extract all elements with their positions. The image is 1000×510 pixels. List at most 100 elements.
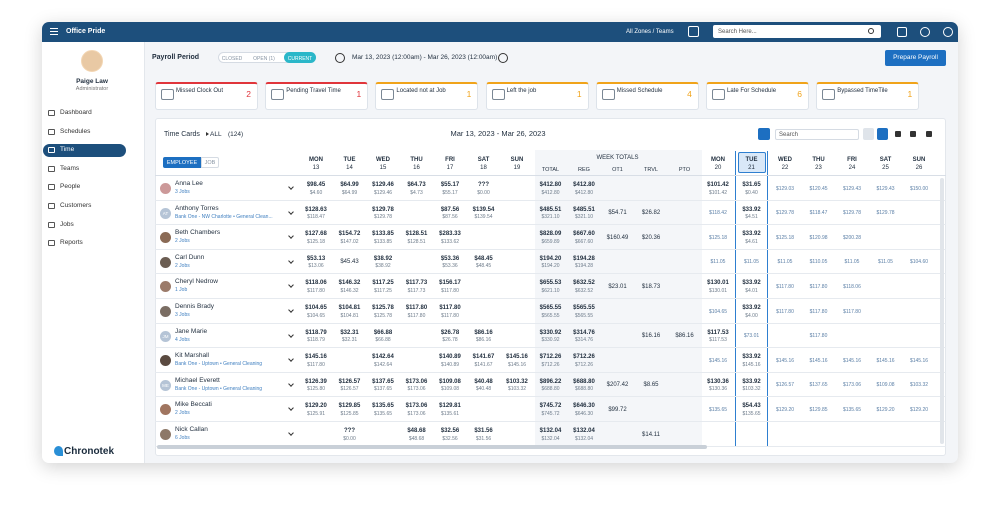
cell-sub: $125.80 — [306, 386, 326, 393]
alert-card[interactable] — [485, 82, 589, 110]
employee-name[interactable]: Michael Everett — [175, 376, 220, 384]
period-tab[interactable]: CLOSED — [221, 55, 243, 62]
employee-sub: Bank One - NW Charlotte • General Clean.… — [175, 213, 273, 220]
nav-item[interactable]: Reports — [60, 239, 83, 247]
cell-value: $145.16 — [876, 357, 895, 364]
cell-sub: $4.51 — [745, 214, 758, 221]
cell-value: $412.80 — [539, 182, 562, 188]
menu-icon-bar[interactable] — [50, 31, 58, 33]
cell-value: $99.72 — [608, 406, 627, 413]
cell-value: $129.20 — [876, 406, 895, 413]
cell-sub: $140.89 — [440, 361, 460, 368]
day-date: 13 — [312, 165, 320, 171]
cell-sub: $0.00 — [343, 435, 356, 442]
week-totals-title: WEEK TOTALS — [596, 155, 639, 161]
employee-name[interactable]: Kit Marshall — [175, 352, 209, 360]
employee-name[interactable]: Mike Beccati — [175, 401, 212, 409]
cell-value: $132.04 — [573, 428, 595, 434]
cell-value: $129.85 — [809, 406, 828, 413]
menu-icon-bar[interactable] — [50, 34, 58, 36]
cell-value: $48.68 — [407, 428, 426, 434]
totals-label: TRVL — [644, 167, 658, 173]
top-icon[interactable] — [920, 27, 930, 37]
cell-value: $126.57 — [775, 382, 795, 389]
timecard-filter[interactable]: ALL — [210, 131, 222, 138]
cell-value: $117.80 — [776, 283, 794, 290]
cell-value: $646.30 — [573, 403, 595, 410]
day-date: 14 — [346, 165, 353, 171]
period-arrow[interactable] — [498, 53, 508, 63]
employee-name[interactable]: Beth Chambers — [175, 229, 221, 237]
top-icon[interactable] — [897, 27, 907, 37]
zone-selector[interactable]: All Zones / Teams — [626, 29, 674, 35]
employee-name[interactable]: Dennis Brady — [175, 303, 215, 310]
cell-sub: $117.80 — [441, 287, 459, 294]
add-button[interactable] — [688, 26, 699, 37]
cell-value: $40.48 — [474, 378, 493, 385]
view-toggle[interactable] — [863, 128, 874, 140]
alert-card[interactable] — [595, 82, 699, 110]
cell-value: $118.47 — [809, 210, 828, 217]
cell-sub: $4.61 — [745, 238, 758, 245]
cell-sub: $117.73 — [407, 287, 426, 294]
toggle-employee[interactable] — [163, 157, 201, 168]
cell-value: $127.68 — [305, 231, 327, 238]
nav-icon — [48, 165, 55, 172]
cell-value: $129.78 — [842, 210, 862, 217]
cell-value: $712.26 — [573, 354, 595, 361]
avatar — [160, 207, 171, 219]
cell-sub: $86.16 — [475, 337, 492, 344]
employee-name[interactable]: Carl Dunn — [175, 253, 205, 261]
avatar — [160, 281, 171, 293]
alert-card[interactable] — [816, 82, 920, 110]
alert-card[interactable] — [706, 82, 809, 110]
cell-value: $129.46 — [372, 182, 394, 188]
tool-icon[interactable] — [910, 131, 916, 137]
employee-sub: 6 Jobs — [175, 435, 190, 441]
cell-value: $33.92 — [742, 280, 761, 287]
tool-icon[interactable] — [926, 131, 932, 137]
cell-sub: $133.62 — [440, 238, 460, 245]
alert-card[interactable] — [375, 82, 479, 110]
nav-item[interactable]: Customers — [60, 202, 92, 209]
day-date: 25 — [882, 165, 889, 171]
alert-card[interactable] — [155, 82, 258, 110]
cell-sub: $621.10 — [541, 287, 560, 294]
top-icon[interactable] — [943, 27, 953, 37]
cell-sub: $145.16 — [507, 361, 527, 368]
cell-value: $11.05 — [744, 259, 759, 266]
view-toggle[interactable] — [877, 128, 888, 140]
employee-name[interactable]: Jane Marie — [175, 327, 208, 335]
day-name: SAT — [477, 157, 490, 163]
cell-value: $130.01 — [707, 280, 729, 287]
cell-sub: $565.55 — [574, 312, 594, 319]
employee-name[interactable]: Cheryl Nedrow — [175, 278, 218, 286]
prepare-button[interactable] — [885, 50, 946, 66]
period-tab[interactable]: OPEN (1) — [253, 55, 275, 62]
cell-sub: $667.60 — [574, 238, 594, 245]
cell-sub: $173.06 — [407, 410, 426, 417]
tool-icon[interactable] — [895, 131, 901, 137]
cell-value: $129.85 — [338, 403, 361, 410]
avatar — [160, 330, 171, 342]
day-name: TUE — [745, 157, 758, 163]
alert-card[interactable] — [265, 82, 369, 110]
toggle-job[interactable] — [201, 157, 219, 168]
add-timecard[interactable] — [758, 128, 770, 140]
nav-item[interactable]: Time — [60, 146, 75, 154]
nav-item[interactable]: Schedules — [60, 127, 91, 135]
nav-item[interactable]: People — [60, 183, 81, 191]
period-tab[interactable]: CURRENT — [287, 55, 313, 62]
employee-name[interactable]: Anthony Torres — [175, 204, 219, 212]
nav-item[interactable]: Jobs — [60, 220, 74, 228]
nav-item[interactable]: Teams — [60, 164, 80, 172]
menu-icon-bar[interactable] — [50, 28, 58, 30]
day-date: 18 — [480, 165, 487, 171]
search-box[interactable] — [713, 25, 881, 38]
cell-value: $120.45 — [809, 185, 828, 192]
employee-name[interactable]: Anna Lee — [175, 180, 203, 187]
nav-item[interactable]: Dashboard — [60, 109, 92, 116]
timecard-search[interactable] — [775, 129, 859, 140]
employee-name[interactable]: Nick Callan — [175, 426, 208, 433]
period-arrow[interactable] — [335, 53, 345, 63]
